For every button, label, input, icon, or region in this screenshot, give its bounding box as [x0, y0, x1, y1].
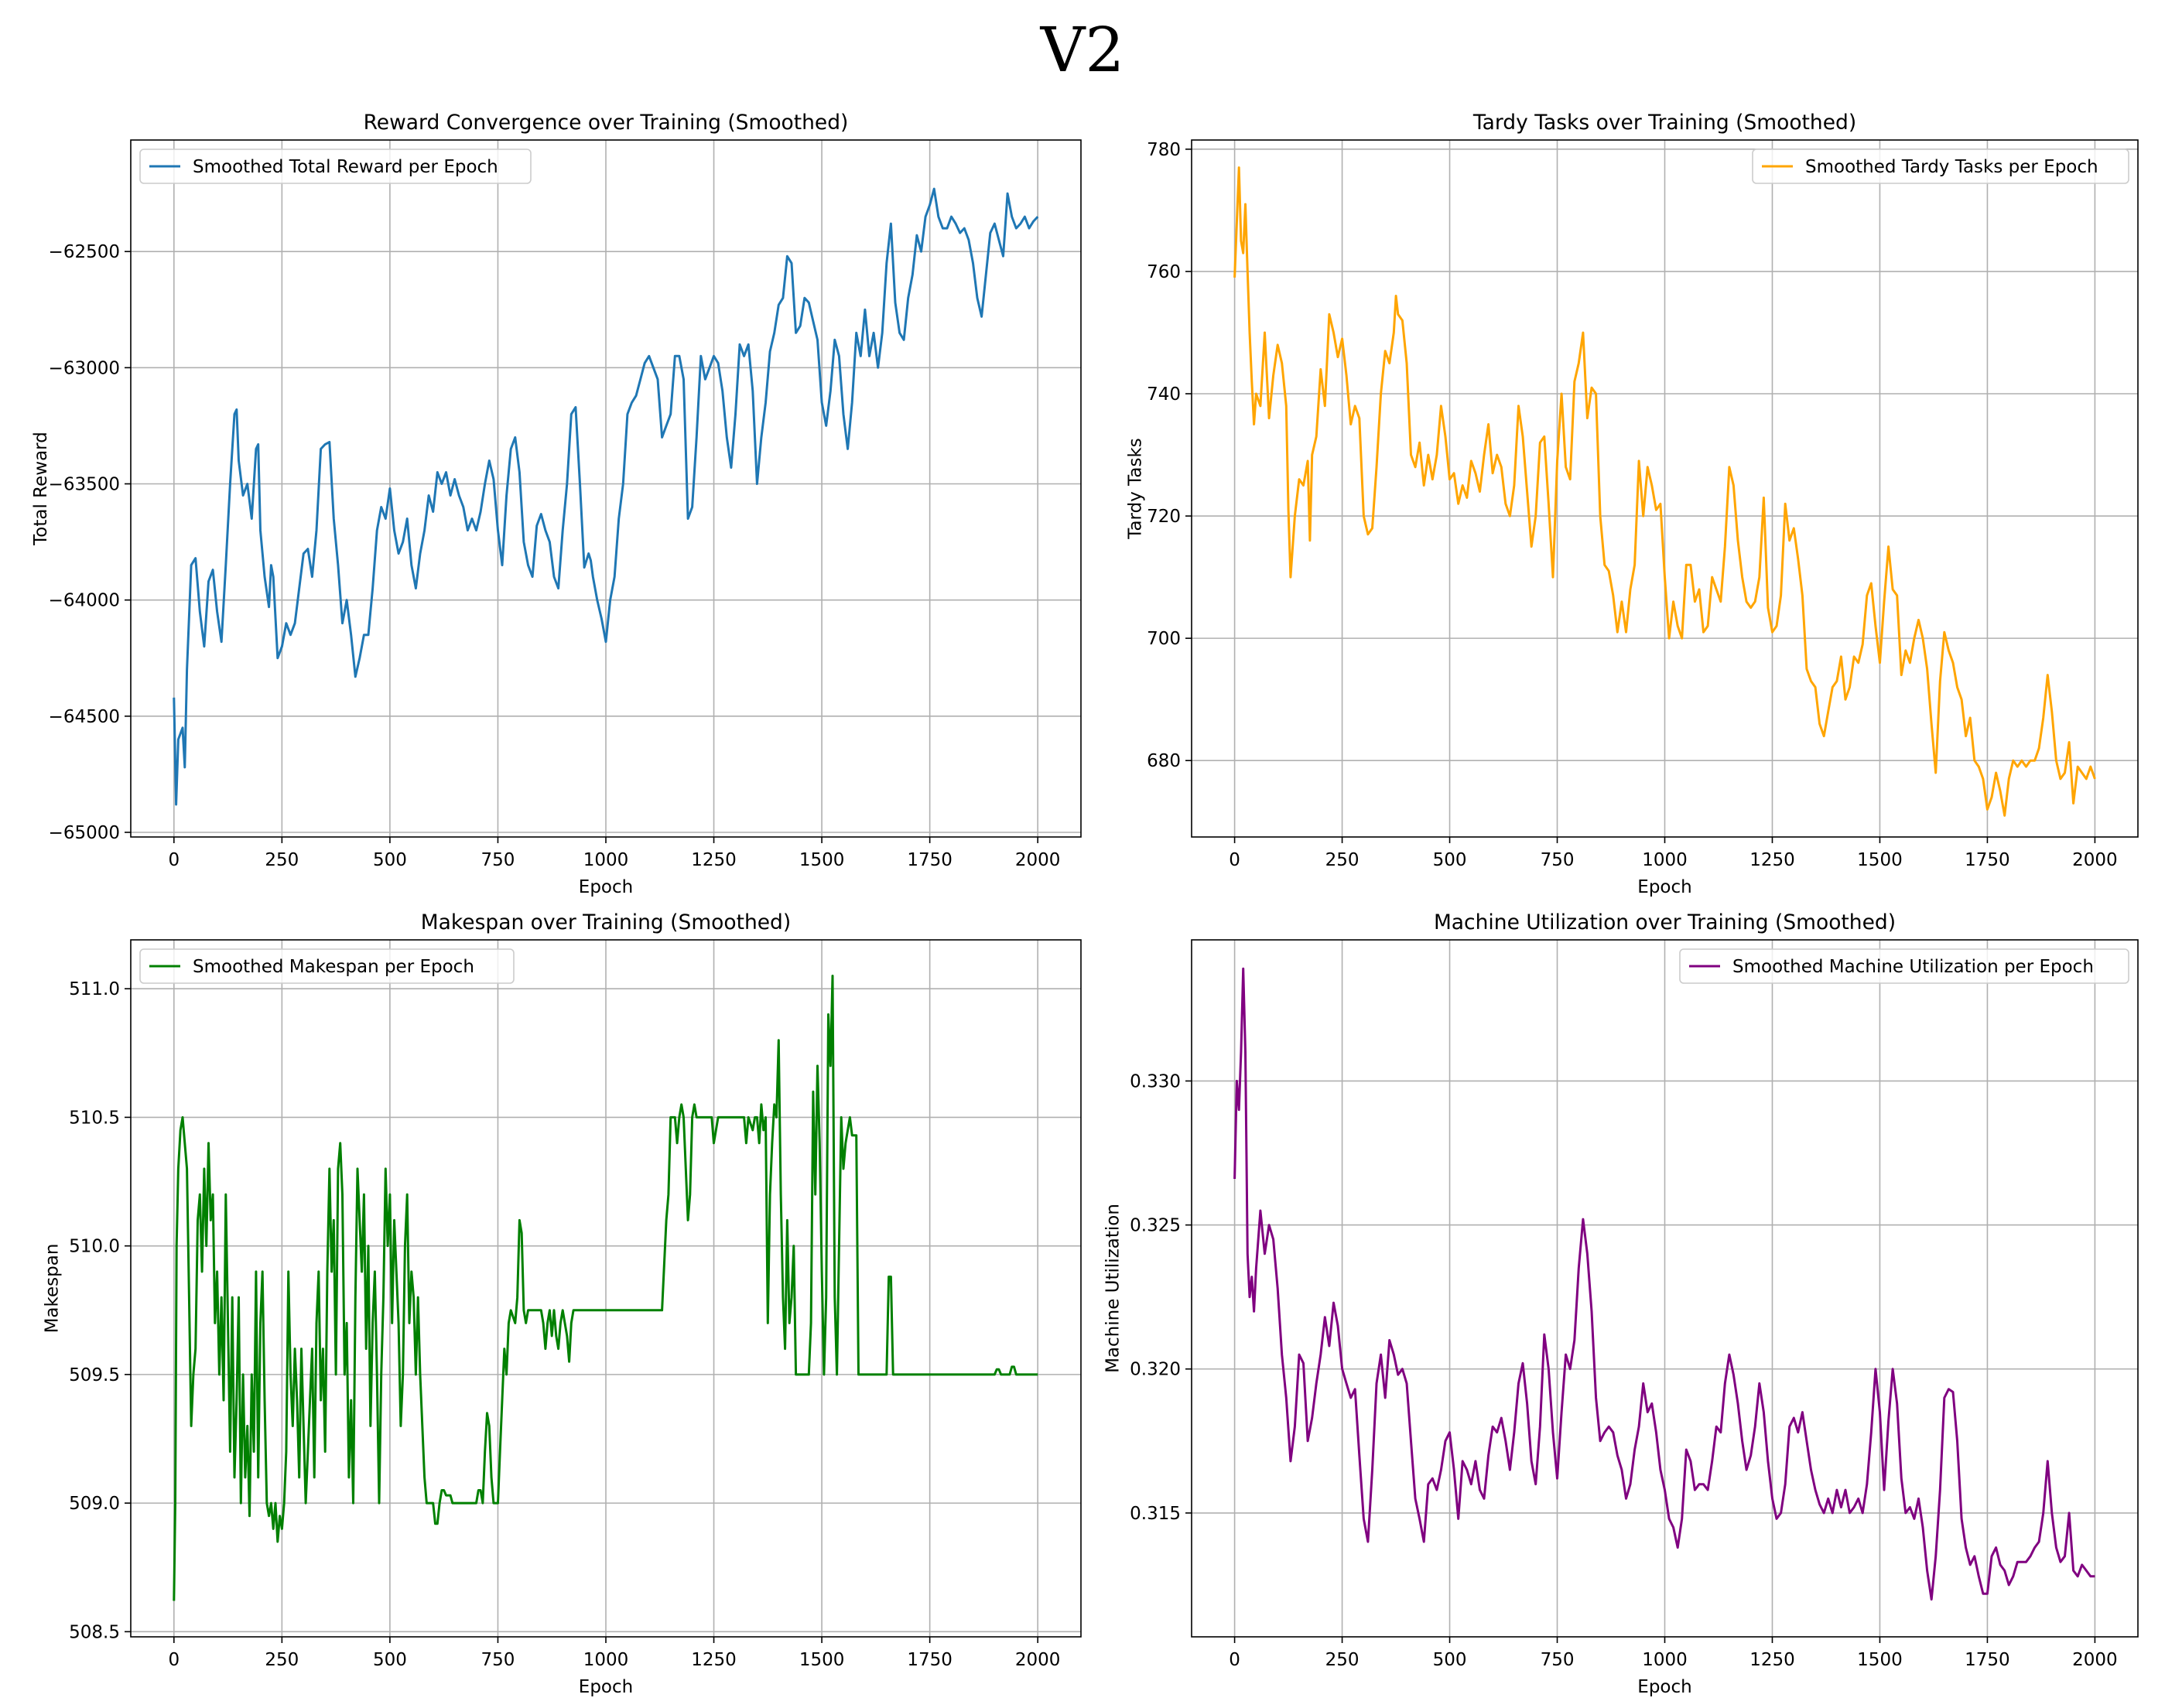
x-tick-label: 250: [1325, 850, 1360, 870]
legend: Smoothed Tardy Tasks per Epoch: [1752, 149, 2129, 184]
y-tick-label: 509.0: [69, 1494, 120, 1514]
y-tick-label: 0.330: [1130, 1071, 1181, 1091]
y-tick-label: 0.320: [1130, 1360, 1181, 1380]
x-axis-label: Epoch: [579, 1677, 633, 1697]
x-tick-label: 2000: [2072, 850, 2118, 870]
x-tick-label: 1250: [691, 1650, 737, 1670]
x-tick-label: 2000: [2072, 1650, 2118, 1670]
y-tick-label: −64000: [49, 591, 120, 611]
legend-box: [139, 149, 532, 184]
y-tick-label: 740: [1147, 384, 1181, 405]
chart-title: Machine Utilization over Training (Smoot…: [1434, 910, 1896, 934]
y-axis-label: Machine Utilization: [1103, 1204, 1124, 1373]
y-tick-label: 509.5: [69, 1365, 120, 1385]
y-tick-label: 680: [1147, 751, 1181, 771]
figure-suptitle: V2: [1040, 14, 1125, 86]
chart-panel-4: 0 250 500 750 1000 1250 1500 1750 2000 0.315 0.320…: [1103, 910, 2139, 1697]
x-tick-label: 1750: [907, 1650, 953, 1670]
x-tick-label: 0: [1229, 850, 1240, 870]
series-line: [173, 975, 1038, 1601]
y-tick-label: 511.0: [69, 979, 120, 999]
chart-panel-3: 0 250 500 750 1000 1250 1500 1750 2000 508.5 509.0…: [43, 910, 1082, 1697]
x-tick-label: 500: [373, 1650, 407, 1670]
x-tick-label: 250: [265, 850, 299, 870]
x-tick-label: 500: [1433, 1650, 1467, 1670]
chart-title: Reward Convergence over Training (Smooth…: [364, 111, 849, 135]
x-tick-label: 500: [373, 850, 407, 870]
x-tick-label: 750: [1541, 1650, 1575, 1670]
x-tick-label: 250: [265, 1650, 299, 1670]
legend: Smoothed Makespan per Epoch: [139, 948, 515, 984]
x-tick-label: 750: [1541, 850, 1575, 870]
y-tick-label: 720: [1147, 507, 1181, 527]
legend-label: Smoothed Total Reward per Epoch: [193, 157, 498, 177]
chart-title: Makespan over Training (Smoothed): [421, 910, 791, 934]
y-tick-label: 0.325: [1130, 1216, 1181, 1236]
x-axis-label: Epoch: [579, 877, 633, 897]
x-tick-label: 1750: [907, 850, 953, 870]
y-axis-label: Tardy Tasks: [1126, 438, 1146, 540]
chart-panel-1: 0 250 500 750 1000 1250 1500 1750 2000 −65000 −645…: [31, 111, 1082, 897]
x-tick-label: 0: [168, 1650, 180, 1670]
x-tick-label: 1750: [1965, 850, 2010, 870]
y-tick-label: 780: [1147, 140, 1181, 160]
x-tick-label: 1000: [1642, 850, 1688, 870]
chart-panel-2: 0 250 500 750 1000 1250 1500 1750 2000 680 700 720 7…: [1126, 111, 2139, 897]
x-tick-label: 1250: [1749, 1650, 1795, 1670]
x-tick-label: 1750: [1965, 1650, 2010, 1670]
x-axis-label: Epoch: [1637, 1677, 1691, 1697]
legend-box: [1679, 948, 2129, 984]
x-tick-label: 500: [1433, 850, 1467, 870]
y-tick-label: −62500: [49, 242, 120, 262]
y-tick-label: 760: [1147, 262, 1181, 282]
legend: Smoothed Total Reward per Epoch: [139, 149, 532, 184]
y-tick-label: 700: [1147, 629, 1181, 649]
x-tick-label: 250: [1325, 1650, 1360, 1670]
legend-label: Smoothed Makespan per Epoch: [193, 957, 474, 977]
y-tick-label: −63000: [49, 358, 120, 378]
legend-label: Smoothed Tardy Tasks per Epoch: [1805, 157, 2098, 177]
x-tick-label: 1500: [1857, 1650, 1903, 1670]
x-axis-label: Epoch: [1637, 877, 1691, 897]
y-tick-label: 0.315: [1130, 1504, 1181, 1524]
y-tick-label: −64500: [49, 707, 120, 727]
chart-title: Tardy Tasks over Training (Smoothed): [1472, 111, 1856, 135]
series-line: [1233, 166, 2096, 817]
x-tick-label: 750: [481, 1650, 515, 1670]
x-tick-label: 0: [168, 850, 180, 870]
x-tick-label: 1000: [583, 850, 629, 870]
y-axis-label: Makespan: [43, 1244, 63, 1334]
y-tick-label: −65000: [49, 823, 120, 843]
legend-box: [139, 948, 515, 984]
y-tick-label: 510.0: [69, 1237, 120, 1257]
series-line: [173, 187, 1039, 806]
y-tick-label: −63500: [49, 474, 120, 494]
x-tick-label: 1500: [799, 850, 845, 870]
x-tick-label: 2000: [1015, 850, 1061, 870]
y-tick-label: 510.5: [69, 1108, 120, 1128]
series-line: [1233, 967, 2095, 1601]
x-tick-label: 750: [481, 850, 515, 870]
x-tick-label: 1500: [799, 1650, 845, 1670]
x-tick-label: 1250: [691, 850, 737, 870]
y-tick-label: 508.5: [69, 1622, 120, 1642]
x-tick-label: 1000: [1642, 1650, 1688, 1670]
legend-box: [1752, 149, 2129, 184]
x-tick-label: 1500: [1857, 850, 1903, 870]
legend: Smoothed Machine Utilization per Epoch: [1679, 948, 2129, 984]
x-tick-label: 0: [1229, 1650, 1240, 1670]
x-tick-label: 1000: [583, 1650, 629, 1670]
legend-label: Smoothed Machine Utilization per Epoch: [1732, 957, 2094, 977]
x-tick-label: 2000: [1015, 1650, 1061, 1670]
x-tick-label: 1250: [1749, 850, 1795, 870]
y-axis-label: Total Reward: [31, 432, 51, 546]
